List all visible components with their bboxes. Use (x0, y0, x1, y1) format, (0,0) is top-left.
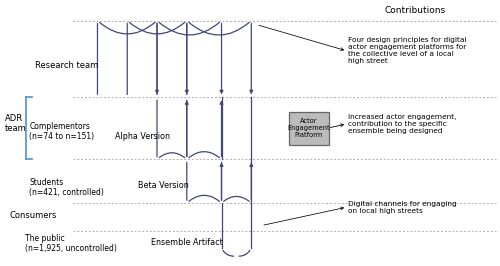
Text: Consumers: Consumers (10, 210, 57, 219)
FancyBboxPatch shape (288, 112, 329, 145)
Text: Research team: Research team (36, 61, 98, 70)
Text: Complementors
(n=74 to n=151): Complementors (n=74 to n=151) (30, 122, 94, 141)
Text: ADR
team: ADR team (4, 114, 26, 134)
Text: Four design principles for digital
actor engagement platforms for
the collective: Four design principles for digital actor… (348, 38, 467, 64)
Text: Ensemble Artifact: Ensemble Artifact (151, 238, 222, 247)
Text: Increased actor engagement,
contribution to the specific
ensemble being designed: Increased actor engagement, contribution… (348, 114, 457, 134)
Text: Actor
Engagement
Platform: Actor Engagement Platform (288, 118, 330, 138)
Text: Contributions: Contributions (384, 6, 446, 15)
Text: Beta Version: Beta Version (138, 181, 189, 190)
Text: Digital channels for engaging
on local high streets: Digital channels for engaging on local h… (348, 201, 457, 214)
Text: Alpha Version: Alpha Version (114, 132, 170, 141)
Text: The public
(n=1,925, uncontrolled): The public (n=1,925, uncontrolled) (24, 234, 116, 253)
Text: Students
(n=421, controlled): Students (n=421, controlled) (30, 177, 104, 197)
